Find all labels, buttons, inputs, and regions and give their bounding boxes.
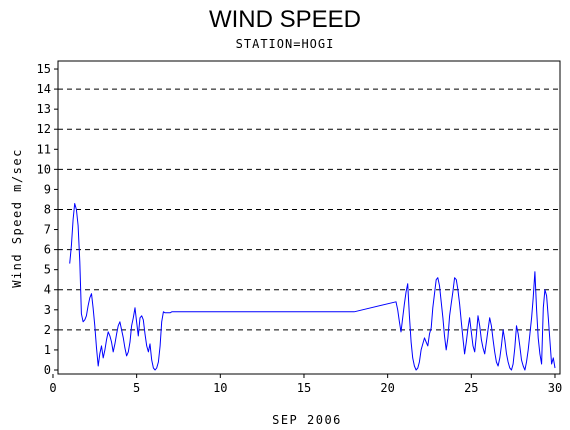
y-tick-label-11: 11 xyxy=(37,142,51,156)
y-tick-label-6: 6 xyxy=(44,243,51,257)
y-tick-label-3: 3 xyxy=(44,303,51,317)
series-line-1 xyxy=(69,203,556,371)
x-tick-label-25: 25 xyxy=(464,381,478,395)
y-tick-label-13: 13 xyxy=(37,102,51,116)
y-tick-label-5: 5 xyxy=(44,263,51,277)
x-tick-label-10: 10 xyxy=(213,381,227,395)
y-tick-label-14: 14 xyxy=(37,82,51,96)
y-tick-label-2: 2 xyxy=(44,323,51,337)
y-tick-label-8: 8 xyxy=(44,202,51,216)
plot-frame xyxy=(57,60,561,375)
plot-border xyxy=(57,60,561,375)
y-tick-label-0: 0 xyxy=(44,363,51,377)
x-tick-label-30: 30 xyxy=(548,381,562,395)
chart-title: WIND SPEED xyxy=(208,6,361,33)
y-tick-label-10: 10 xyxy=(37,162,51,176)
y-tick-label-1: 1 xyxy=(44,343,51,357)
y-tick-label-7: 7 xyxy=(44,223,51,237)
y-tick-label-9: 9 xyxy=(44,182,51,196)
x-tick-label-15: 15 xyxy=(297,381,311,395)
chart-subtitle: STATION=HOGI xyxy=(235,37,335,51)
y-axis-title: Wind Speed m/sec xyxy=(10,148,24,288)
y-tick-label-12: 12 xyxy=(37,122,51,136)
x-tick-label-5: 5 xyxy=(133,381,140,395)
x-tick-label-20: 20 xyxy=(380,381,394,395)
series-layer xyxy=(69,203,556,371)
x-axis-title: SEP 2006 xyxy=(272,413,342,427)
grid-lines xyxy=(58,88,560,331)
y-tick-label-15: 15 xyxy=(37,62,51,76)
x-axis: 0 5 10 15 20 25 30 xyxy=(49,374,562,395)
x-tick-label-0: 0 xyxy=(49,381,56,395)
y-tick-label-4: 4 xyxy=(44,283,51,297)
